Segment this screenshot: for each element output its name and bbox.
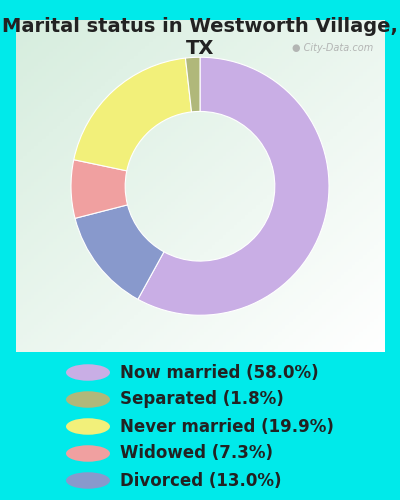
Wedge shape <box>71 160 128 218</box>
Text: Separated (1.8%): Separated (1.8%) <box>120 390 284 408</box>
Text: Widowed (7.3%): Widowed (7.3%) <box>120 444 273 462</box>
Text: Divorced (13.0%): Divorced (13.0%) <box>120 472 282 490</box>
Wedge shape <box>186 57 200 112</box>
Wedge shape <box>138 57 329 315</box>
Text: ● City-Data.com: ● City-Data.com <box>292 44 373 54</box>
Circle shape <box>66 364 110 381</box>
Wedge shape <box>75 205 164 300</box>
Wedge shape <box>74 58 192 171</box>
Text: Now married (58.0%): Now married (58.0%) <box>120 364 319 382</box>
Circle shape <box>66 391 110 408</box>
Circle shape <box>66 418 110 434</box>
Circle shape <box>66 472 110 489</box>
Circle shape <box>66 445 110 462</box>
Text: Never married (19.9%): Never married (19.9%) <box>120 418 334 436</box>
Text: Marital status in Westworth Village, TX: Marital status in Westworth Village, TX <box>2 18 398 58</box>
